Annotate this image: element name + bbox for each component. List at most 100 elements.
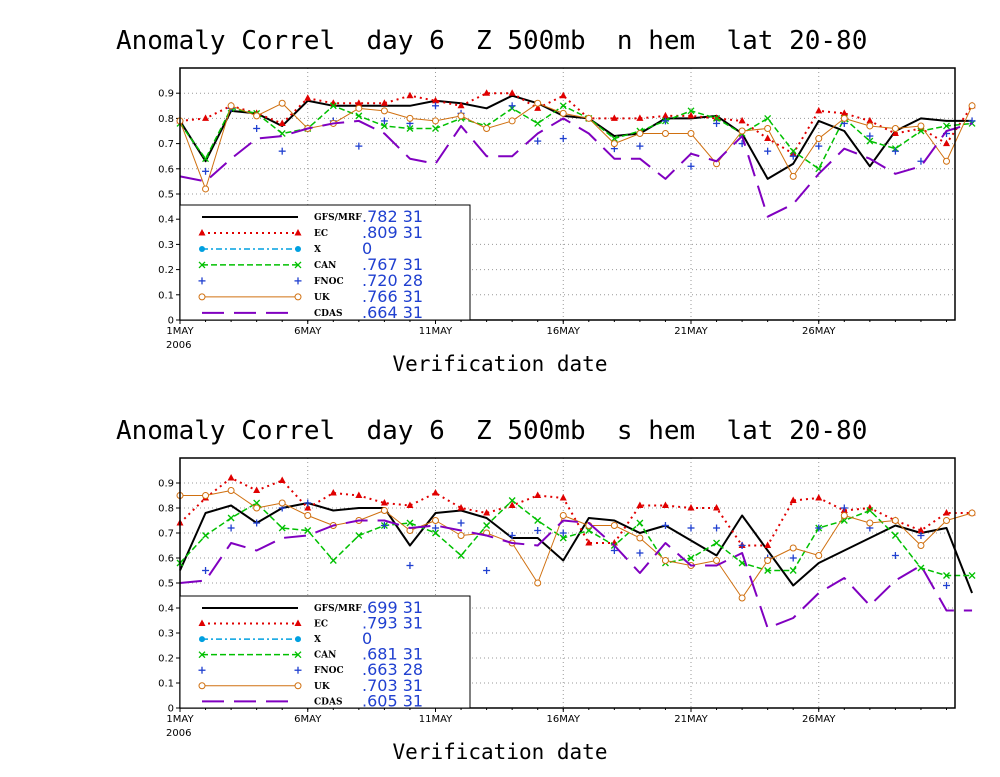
data-point bbox=[713, 119, 721, 127]
data-point bbox=[355, 99, 363, 106]
data-point bbox=[432, 96, 439, 104]
data-point bbox=[227, 102, 235, 110]
data-point-b bbox=[278, 524, 286, 532]
data-point-b bbox=[355, 112, 363, 120]
legend-box bbox=[179, 204, 471, 321]
data-point bbox=[789, 496, 797, 503]
legend-label: CAN bbox=[314, 261, 336, 271]
data-point-b bbox=[713, 114, 721, 122]
y-tick-label: 0.4 bbox=[158, 215, 174, 226]
data-point bbox=[278, 119, 286, 126]
data-point bbox=[380, 122, 388, 130]
x-year-label: 2006 bbox=[166, 340, 191, 351]
data-point bbox=[508, 497, 516, 504]
legend-marker-left-b bbox=[198, 651, 206, 659]
data-point bbox=[840, 114, 848, 122]
data-point-b bbox=[866, 507, 874, 514]
series-cdas bbox=[179, 117, 973, 218]
data-point bbox=[406, 501, 414, 508]
data-point bbox=[891, 552, 899, 559]
data-point bbox=[661, 522, 669, 529]
y-tick-label: 0.8 bbox=[158, 504, 174, 515]
data-point bbox=[789, 152, 797, 160]
chart-title-nhem: Anomaly Correl day 6 Z 500mb n hem lat 2… bbox=[116, 26, 868, 56]
legend-marker-right bbox=[294, 682, 302, 690]
legend-label: EC bbox=[314, 229, 328, 239]
data-point-b bbox=[789, 567, 797, 574]
legend-score: 0 bbox=[362, 239, 372, 258]
legend-score: .782 31 bbox=[362, 207, 423, 226]
data-point bbox=[202, 114, 210, 121]
legend-marker-right-b bbox=[294, 261, 302, 269]
legend-marker-right bbox=[294, 619, 302, 627]
legend-marker-left bbox=[198, 277, 206, 285]
data-point bbox=[891, 147, 899, 155]
data-point bbox=[943, 122, 950, 130]
data-point bbox=[278, 99, 286, 107]
data-point bbox=[866, 519, 874, 527]
data-point bbox=[559, 109, 567, 117]
data-point-b bbox=[202, 532, 210, 539]
data-point-b bbox=[687, 107, 695, 115]
legend-marker-right bbox=[294, 277, 302, 285]
data-point-b bbox=[943, 572, 950, 579]
data-point bbox=[815, 494, 823, 501]
data-point bbox=[227, 524, 235, 532]
legend-score: .699 31 bbox=[362, 598, 423, 617]
legend-label: UK bbox=[314, 293, 331, 303]
data-point-b bbox=[917, 564, 925, 572]
x-tick-label: 1MAY bbox=[166, 714, 194, 725]
data-point bbox=[917, 122, 925, 130]
data-point bbox=[687, 111, 695, 119]
series-cdas bbox=[179, 519, 973, 629]
data-point bbox=[534, 137, 542, 145]
data-point bbox=[968, 509, 976, 517]
data-point bbox=[304, 527, 312, 534]
y-tick-label: 0.9 bbox=[158, 89, 174, 100]
data-point bbox=[789, 544, 797, 552]
data-point bbox=[738, 542, 746, 549]
data-point bbox=[534, 104, 542, 111]
data-point-b bbox=[227, 514, 235, 522]
data-point bbox=[917, 542, 925, 549]
data-point bbox=[891, 517, 899, 524]
data-point bbox=[559, 91, 567, 99]
data-point-b bbox=[815, 165, 823, 173]
data-point-b bbox=[764, 567, 772, 574]
data-point bbox=[636, 519, 644, 527]
data-point bbox=[253, 486, 261, 493]
data-point bbox=[636, 549, 644, 557]
data-point bbox=[661, 111, 669, 119]
data-point-b bbox=[866, 137, 874, 145]
data-point bbox=[432, 517, 439, 524]
legend-box bbox=[179, 595, 471, 709]
legend-score: .720 28 bbox=[362, 271, 423, 290]
y-tick-label: 0.1 bbox=[158, 679, 174, 690]
legend-label: CDAS bbox=[314, 309, 342, 319]
data-point bbox=[866, 132, 874, 140]
x-tick-label: 6MAY bbox=[294, 326, 322, 337]
data-point-b bbox=[636, 519, 644, 527]
data-point bbox=[508, 89, 516, 96]
plot-frame bbox=[179, 457, 956, 709]
data-point bbox=[943, 139, 950, 147]
legend-label: CAN bbox=[314, 651, 336, 661]
data-point bbox=[202, 532, 210, 539]
data-point bbox=[764, 557, 772, 564]
data-point bbox=[636, 501, 644, 508]
series-gfsmrf bbox=[179, 94, 973, 180]
legend-marker-left bbox=[198, 228, 206, 236]
data-point-b bbox=[534, 517, 542, 524]
data-point bbox=[968, 572, 976, 579]
data-point bbox=[457, 101, 465, 109]
data-point-b bbox=[534, 119, 542, 127]
data-point bbox=[483, 124, 491, 132]
x-year-label: 2006 bbox=[166, 728, 191, 739]
series-line bbox=[179, 92, 973, 155]
data-point bbox=[227, 474, 235, 481]
data-point bbox=[508, 102, 516, 110]
data-point bbox=[278, 147, 286, 155]
data-point-b bbox=[329, 102, 337, 110]
data-point bbox=[380, 499, 388, 506]
